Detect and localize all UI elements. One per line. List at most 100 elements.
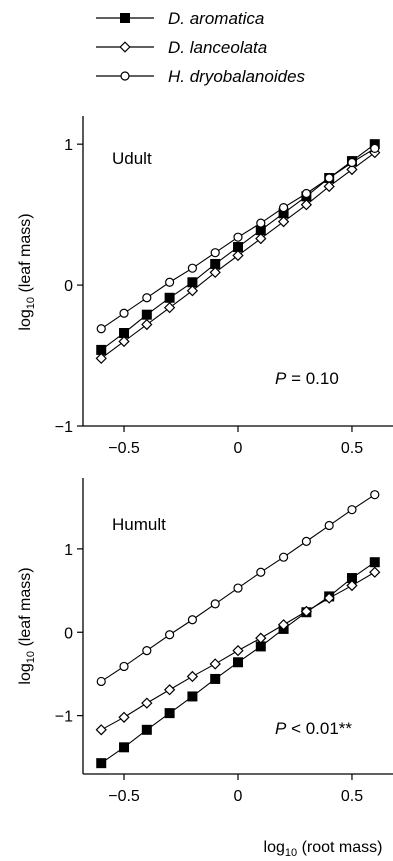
udult-x-tick-label: 0.5	[341, 440, 363, 457]
y-label-part: (leaf mass)	[17, 567, 34, 651]
legend-marker-h-dryobalanoides	[120, 71, 130, 81]
humult-y-tick-label: −1	[55, 709, 73, 726]
udult-point-d-lanceolata	[95, 352, 107, 365]
humult-point-d-aromatica	[210, 673, 221, 684]
udult-y-tick-label: −1	[55, 419, 73, 436]
y-label-part: log	[17, 309, 34, 330]
udult-point-d-lanceolata	[232, 249, 244, 262]
humult-x-tick-label: 0	[234, 788, 243, 805]
x-label-part: log	[264, 839, 285, 856]
humult-point-h-dryobalanoides	[210, 599, 220, 609]
udult-x-tick-label: −0.5	[108, 440, 140, 457]
udult-point-h-dryobalanoides	[119, 308, 129, 318]
humult-point-d-lanceolata	[277, 619, 290, 631]
udult-point-h-dryobalanoides	[347, 157, 357, 168]
humult-point-d-aromatica	[233, 657, 243, 668]
humult-point-d-aromatica	[369, 557, 380, 568]
humult-point-d-lanceolata	[141, 697, 153, 709]
udult-point-h-dryobalanoides	[301, 188, 311, 199]
humult-point-h-dryobalanoides	[278, 552, 289, 562]
p-value-symbol: P	[275, 719, 287, 738]
udult-point-h-dryobalanoides	[187, 263, 198, 273]
y-label-subscript: 10	[25, 651, 37, 663]
humult-point-d-lanceolata	[300, 605, 313, 618]
humult-point-h-dryobalanoides	[370, 490, 380, 500]
udult-y-tick-label: 0	[64, 278, 73, 295]
humult-point-h-dryobalanoides	[233, 583, 243, 593]
legend-label-d-lanceolata: D. lanceolata	[168, 38, 267, 57]
humult-point-d-lanceolata	[186, 670, 199, 683]
udult-point-d-lanceolata	[300, 199, 313, 211]
humult-panel-label: Humult	[112, 515, 166, 534]
legend: D. aromatica D. lanceolata H. dryobalanoid…	[96, 9, 306, 86]
humult-point-d-lanceolata	[95, 724, 107, 736]
humult-y-axis-label: log10 (leaf mass)	[17, 567, 37, 684]
humult-point-d-lanceolata	[369, 566, 381, 578]
udult-point-h-dryobalanoides	[278, 202, 289, 213]
humult-point-d-aromatica	[119, 742, 130, 753]
humult-point-d-lanceolata	[163, 684, 176, 696]
humult-x-tick-label: 0.5	[341, 788, 363, 805]
p-value-text: < 0.01**	[286, 719, 352, 738]
udult-point-d-lanceolata	[163, 301, 176, 314]
udult-p-value: P = 0.10	[275, 369, 339, 388]
x-label-part: (root mass)	[297, 839, 382, 856]
humult-point-d-aromatica	[96, 758, 107, 769]
p-value-symbol: P	[275, 369, 287, 388]
humult-point-h-dryobalanoides	[165, 630, 175, 640]
humult-point-h-dryobalanoides	[301, 536, 311, 546]
humult-x-tick-label: −0.5	[108, 788, 140, 805]
humult-point-d-lanceolata	[255, 632, 267, 644]
humult-point-h-dryobalanoides	[187, 615, 198, 625]
y-label-part: (leaf mass)	[17, 213, 34, 297]
udult-point-d-aromatica	[141, 309, 152, 320]
udult-point-d-lanceolata	[323, 180, 335, 193]
udult-point-d-aromatica	[164, 292, 175, 303]
udult-point-d-lanceolata	[255, 232, 267, 245]
legend-marker-d-lanceolata	[119, 41, 131, 53]
udult-panel-label: Udult	[112, 149, 152, 168]
humult-point-d-aromatica	[164, 708, 175, 719]
legend-label-d-aromatica: D. aromatica	[168, 9, 264, 28]
udult-point-h-dryobalanoides	[165, 277, 175, 287]
udult-point-h-dryobalanoides	[324, 173, 334, 183]
udult-point-h-dryobalanoides	[142, 293, 152, 303]
y-label-part: log	[17, 663, 34, 684]
humult-point-d-aromatica	[187, 691, 198, 702]
udult-point-h-dryobalanoides	[96, 324, 106, 334]
udult-y-axis-label: log10 (leaf mass)	[17, 213, 37, 330]
udult-point-d-lanceolata	[186, 285, 199, 297]
humult-point-d-lanceolata	[209, 658, 221, 670]
humult-point-h-dryobalanoides	[256, 567, 266, 577]
humult-point-d-lanceolata	[323, 592, 335, 604]
udult-point-d-lanceolata	[141, 318, 153, 331]
humult-point-h-dryobalanoides	[119, 661, 129, 672]
humult-y-tick-label: 1	[64, 542, 73, 559]
humult-point-h-dryobalanoides	[96, 676, 106, 687]
p-value-text: = 0.10	[286, 369, 338, 388]
humult-point-d-aromatica	[141, 724, 152, 735]
udult-point-h-dryobalanoides	[256, 218, 266, 228]
x-label-subscript: 10	[285, 847, 297, 859]
legend-marker-d-aromatica	[120, 13, 130, 23]
humult-point-h-dryobalanoides	[324, 520, 334, 531]
udult-point-h-dryobalanoides	[210, 248, 220, 258]
humult-point-h-dryobalanoides	[142, 645, 152, 656]
udult-point-d-lanceolata	[118, 335, 130, 348]
udult-point-d-lanceolata	[277, 216, 290, 228]
humult-x-axis-label: log10 (root mass)	[264, 839, 383, 859]
humult-p-value: P < 0.01**	[275, 719, 352, 738]
udult-point-d-lanceolata	[346, 163, 358, 176]
y-label-subscript: 10	[25, 297, 37, 309]
humult-point-h-dryobalanoides	[347, 505, 357, 515]
udult-panel: −1 0 1 −0.5 0 0.5 log10 (leaf mass) Udult P = 0.…	[17, 116, 393, 457]
humult-point-d-lanceolata	[232, 644, 244, 657]
udult-point-d-lanceolata	[209, 266, 221, 279]
humult-point-d-lanceolata	[346, 579, 358, 592]
udult-y-tick-label: 1	[64, 137, 73, 154]
udult-point-h-dryobalanoides	[370, 143, 380, 154]
humult-y-tick-label: 0	[64, 625, 73, 642]
udult-x-tick-label: 0	[234, 440, 243, 457]
